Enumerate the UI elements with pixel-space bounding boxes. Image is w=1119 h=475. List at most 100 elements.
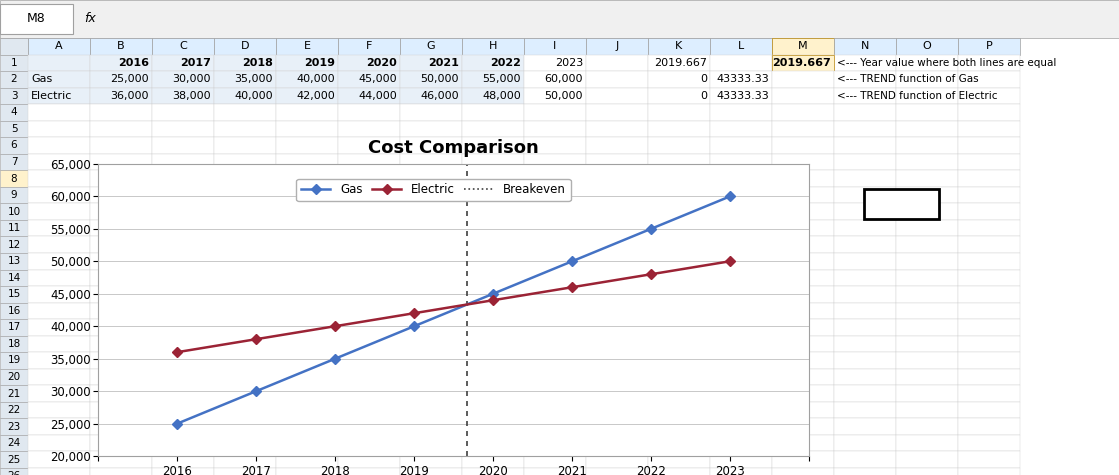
Bar	[214, 121, 276, 137]
Bar	[462, 435, 524, 451]
Text: 10: 10	[8, 207, 20, 217]
Bar	[90, 402, 152, 418]
Bar	[462, 203, 524, 220]
Bar	[834, 435, 896, 451]
FancyBboxPatch shape	[0, 0, 1119, 38]
Bar	[772, 253, 834, 269]
Bar	[772, 203, 834, 220]
Bar	[709, 55, 772, 71]
Bar	[28, 385, 90, 402]
Bar	[338, 237, 399, 253]
Text: K: K	[676, 41, 683, 51]
Text: H: H	[489, 41, 497, 51]
Bar	[772, 71, 834, 87]
Bar	[214, 418, 276, 435]
Bar	[462, 303, 524, 319]
Title: Cost Comparison: Cost Comparison	[368, 139, 539, 157]
Bar	[834, 352, 896, 369]
Bar	[276, 87, 338, 104]
Bar	[152, 385, 214, 402]
Bar	[90, 38, 152, 55]
Bar	[90, 121, 152, 137]
Text: <--- TREND function of Gas: <--- TREND function of Gas	[837, 75, 979, 85]
Bar	[399, 121, 462, 137]
Bar	[896, 418, 958, 435]
Bar	[338, 352, 399, 369]
Bar	[772, 237, 834, 253]
Bar	[276, 154, 338, 171]
Bar	[586, 269, 648, 286]
Bar	[586, 468, 648, 475]
Text: 22: 22	[8, 405, 20, 415]
Bar	[399, 269, 462, 286]
Bar	[399, 451, 462, 468]
Text: 42,000: 42,000	[297, 91, 335, 101]
Text: 43333.33: 43333.33	[716, 91, 769, 101]
Bar	[276, 385, 338, 402]
Bar	[338, 71, 399, 87]
Bar	[462, 104, 524, 121]
Bar	[709, 121, 772, 137]
Text: 18: 18	[8, 339, 20, 349]
Bar	[338, 319, 399, 336]
Bar	[586, 319, 648, 336]
Bar	[214, 286, 276, 303]
Bar	[276, 171, 338, 187]
Bar	[399, 187, 462, 203]
Bar	[958, 121, 1021, 137]
Bar	[399, 237, 462, 253]
Bar	[834, 385, 896, 402]
Bar	[90, 187, 152, 203]
Bar	[338, 220, 399, 237]
Bar	[648, 336, 709, 352]
Text: 38,000: 38,000	[172, 91, 211, 101]
Bar	[152, 104, 214, 121]
Bar	[0, 104, 28, 121]
Bar	[586, 237, 648, 253]
Bar	[648, 171, 709, 187]
Bar	[28, 369, 90, 385]
Bar	[834, 71, 896, 87]
Bar	[524, 87, 586, 104]
Bar	[648, 71, 709, 87]
Bar	[958, 336, 1021, 352]
Bar	[276, 418, 338, 435]
Bar	[462, 121, 524, 137]
Bar	[152, 154, 214, 171]
Bar	[90, 104, 152, 121]
Bar	[399, 435, 462, 451]
Bar	[0, 55, 28, 71]
Bar	[648, 369, 709, 385]
Bar	[214, 468, 276, 475]
Bar	[462, 137, 524, 154]
Bar	[958, 203, 1021, 220]
Bar	[709, 104, 772, 121]
Bar	[834, 303, 896, 319]
Bar	[896, 319, 958, 336]
Bar	[28, 468, 90, 475]
Bar	[462, 269, 524, 286]
Text: 6: 6	[11, 141, 17, 151]
Bar	[709, 385, 772, 402]
Bar	[152, 319, 214, 336]
Bar	[958, 220, 1021, 237]
Bar	[462, 154, 524, 171]
Bar	[276, 402, 338, 418]
Bar	[772, 55, 834, 71]
Bar	[709, 418, 772, 435]
Bar	[834, 286, 896, 303]
Bar	[896, 253, 958, 269]
Bar	[214, 187, 276, 203]
Text: 55,000: 55,000	[482, 75, 521, 85]
Bar	[338, 451, 399, 468]
Bar	[958, 137, 1021, 154]
Bar	[958, 71, 1021, 87]
Bar	[90, 468, 152, 475]
Bar	[896, 104, 958, 121]
Bar	[214, 319, 276, 336]
Text: 0: 0	[700, 91, 707, 101]
Bar	[834, 418, 896, 435]
Text: 2019.667: 2019.667	[653, 58, 707, 68]
Bar	[90, 303, 152, 319]
Bar	[338, 269, 399, 286]
